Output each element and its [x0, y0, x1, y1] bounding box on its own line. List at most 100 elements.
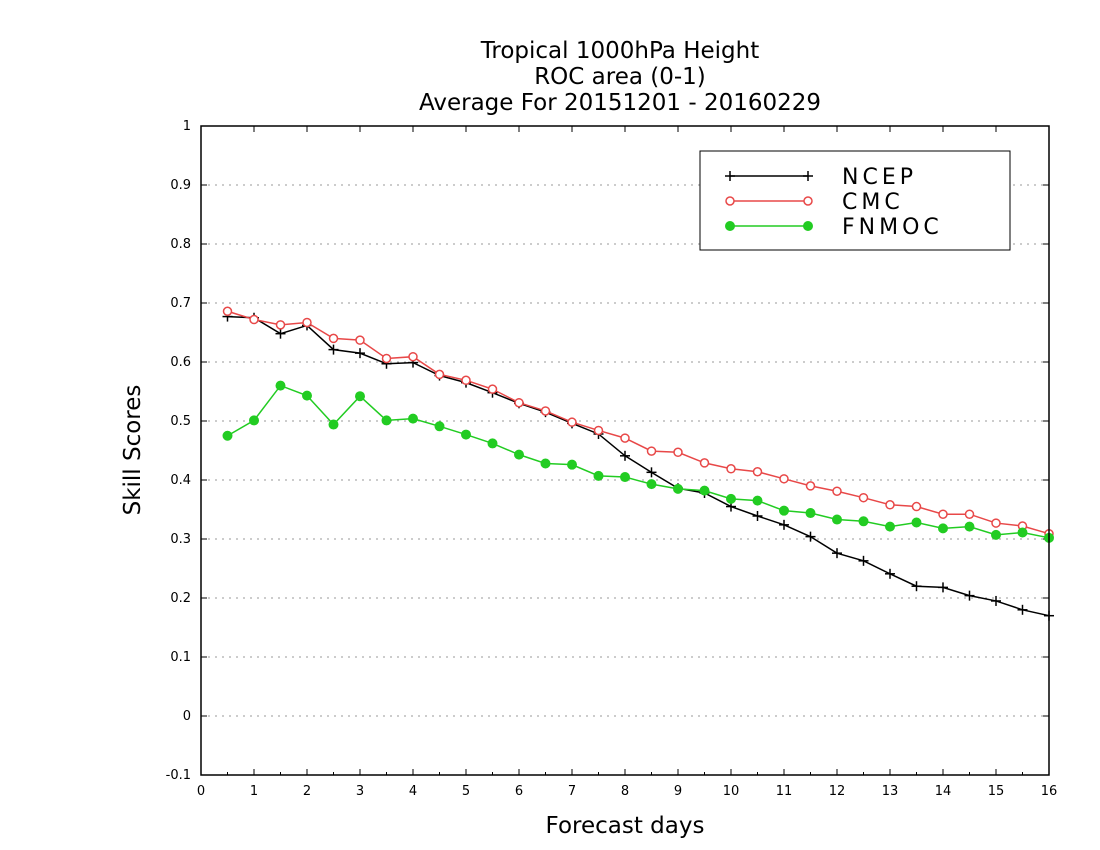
data-point-cmc [699, 458, 710, 468]
x-tick-label: 15 [988, 784, 1005, 799]
data-point-fnmoc [646, 479, 657, 490]
y-tick-label: 0.1 [170, 650, 191, 665]
chart-title-line-2: ROC area (0-1) [534, 64, 706, 90]
data-point-cmc [514, 397, 524, 408]
x-tick-label: 2 [303, 784, 311, 799]
x-tick-label: 1 [250, 784, 258, 799]
legend-marker [725, 196, 735, 206]
grid-lines [201, 184, 1049, 717]
data-point-fnmoc [514, 449, 524, 460]
data-point-fnmoc [885, 521, 895, 532]
data-point-ncep [620, 450, 630, 461]
y-tick-label: 0.7 [170, 296, 191, 311]
y-tick-label: 0.5 [170, 414, 191, 429]
x-tick-label: 8 [621, 784, 629, 799]
data-point-cmc [646, 446, 657, 456]
legend-marker [803, 171, 813, 181]
data-point-cmc [249, 314, 259, 325]
data-point-fnmoc [249, 415, 259, 426]
y-tick-label: 0 [183, 709, 191, 724]
data-point-cmc [964, 509, 975, 519]
data-point-ncep [752, 510, 763, 521]
data-point-fnmoc [938, 523, 948, 534]
y-tick-label: 0.6 [170, 355, 191, 370]
data-point-ncep [779, 519, 789, 530]
data-point-cmc [408, 351, 418, 362]
data-point-fnmoc [567, 459, 577, 470]
data-point-fnmoc [726, 493, 736, 504]
x-tick-label: 7 [568, 784, 576, 799]
data-point-cmc [726, 464, 736, 474]
data-point-cmc [620, 433, 630, 443]
data-point-cmc [832, 486, 842, 496]
x-tick-label: 3 [356, 784, 364, 799]
data-point-fnmoc [593, 470, 604, 481]
data-point-fnmoc [540, 458, 551, 469]
x-tick-label: 12 [829, 784, 846, 799]
data-point-fnmoc [328, 419, 339, 430]
data-point-fnmoc [302, 390, 312, 401]
data-point-fnmoc [752, 495, 763, 506]
data-point-ncep [646, 467, 657, 478]
data-point-ncep [858, 555, 869, 566]
data-point-ncep [938, 582, 948, 593]
data-point-ncep [328, 344, 339, 355]
data-point-cmc [434, 369, 445, 380]
data-point-cmc [461, 375, 471, 386]
legend-label: FNMOC [842, 215, 943, 240]
legend-marker [803, 196, 813, 206]
data-point-cmc [991, 518, 1001, 528]
data-point-fnmoc [620, 472, 630, 483]
data-point-cmc [805, 481, 816, 491]
legend-entry-cmc: CMC [725, 190, 904, 215]
axis-tick-labels: -0.100.10.20.30.40.50.60.70.80.910 1 2 3 4 5 6… [166, 119, 1058, 799]
y-axis-label: Skill Scores [120, 385, 146, 516]
plot-area-frame [200, 125, 1050, 776]
data-point-fnmoc [964, 521, 975, 532]
data-point-cmc [673, 447, 683, 458]
x-tick-label: 0 [197, 784, 205, 799]
series-ncep [222, 311, 1054, 621]
legend-marker [725, 171, 735, 181]
data-point-fnmoc [673, 483, 683, 494]
data-point-ncep [964, 590, 975, 601]
data-point-fnmoc [779, 505, 789, 516]
data-point-cmc [567, 417, 577, 427]
data-point-fnmoc [991, 529, 1001, 540]
y-tick-label: -0.1 [166, 768, 191, 783]
data-point-cmc [938, 509, 948, 519]
data-point-ncep [1017, 604, 1028, 615]
data-point-cmc [593, 425, 604, 436]
data-point-fnmoc [408, 413, 418, 424]
data-point-fnmoc [275, 380, 286, 391]
x-tick-label: 4 [409, 784, 417, 799]
y-tick-label: 0.9 [170, 178, 191, 193]
legend-marker [803, 221, 813, 231]
series-line-cmc [227, 310, 1050, 535]
data-point-fnmoc [805, 508, 816, 519]
data-series [222, 306, 1054, 621]
data-point-ncep [355, 348, 365, 359]
legend-label: CMC [842, 190, 904, 215]
legend-marker [725, 221, 735, 231]
data-point-fnmoc [461, 429, 471, 440]
data-point-fnmoc [832, 514, 842, 525]
series-cmc [222, 306, 1054, 539]
x-tick-label: 13 [882, 784, 899, 799]
y-tick-label: 0.4 [170, 473, 191, 488]
data-point-cmc [885, 500, 895, 510]
x-tick-label: 16 [1041, 784, 1058, 799]
data-point-fnmoc [487, 438, 498, 449]
data-point-cmc [540, 406, 551, 416]
data-point-fnmoc [381, 415, 392, 426]
y-tick-label: 0.2 [170, 591, 191, 606]
series-line-fnmoc [227, 384, 1050, 539]
data-point-ncep [275, 328, 286, 339]
data-point-cmc [779, 474, 789, 484]
data-point-cmc [752, 466, 763, 477]
chart-title-line-1: Tropical 1000hPa Height [480, 38, 760, 64]
data-point-ncep [991, 595, 1001, 606]
data-point-fnmoc [911, 517, 922, 528]
data-point-fnmoc [434, 421, 445, 432]
